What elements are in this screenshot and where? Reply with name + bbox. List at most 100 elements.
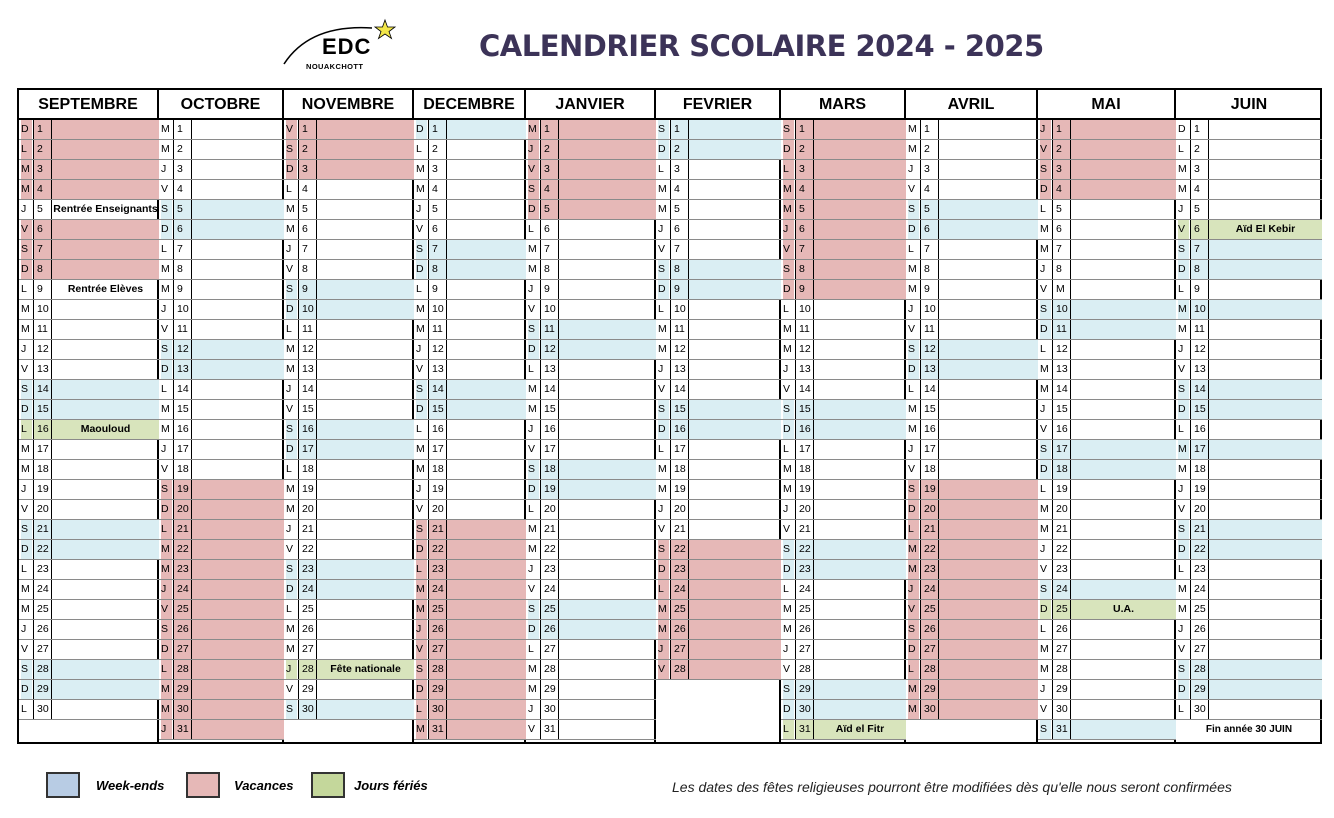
day-letter: M: [286, 623, 295, 635]
day-row: V 27: [414, 640, 526, 660]
day-note: [316, 140, 414, 159]
day-row: J 23: [526, 560, 656, 580]
day-number: 23: [670, 560, 688, 579]
day-number: 28: [1052, 660, 1070, 679]
day-letter: J: [908, 163, 914, 175]
day-number: 15: [795, 400, 813, 419]
day-number: 5: [920, 200, 938, 219]
day-number: 23: [540, 560, 558, 579]
day-row: L 28: [159, 660, 284, 680]
day-letter: S: [286, 420, 297, 439]
day-note: [446, 220, 526, 239]
day-row: L 28: [906, 660, 1038, 680]
day-letter: J: [286, 243, 292, 255]
day-note: [813, 460, 906, 479]
day-letter: M: [1178, 163, 1187, 175]
day-note: Fête nationale: [316, 660, 414, 679]
day-number: 16: [33, 420, 51, 439]
day-row: V 6 Aïd El Kebir: [1176, 220, 1322, 240]
day-letter: M: [908, 540, 919, 559]
day-number: 20: [540, 500, 558, 519]
day-letter: V: [416, 363, 424, 375]
day-number: 14: [173, 380, 191, 399]
day-number: 28: [428, 660, 446, 679]
day-letter: M: [21, 323, 30, 335]
day-note: [558, 400, 656, 419]
day-note: [1208, 400, 1322, 419]
day-number: 4: [428, 180, 446, 199]
day-number: 4: [920, 180, 938, 199]
day-number: 27: [920, 640, 938, 659]
day-row: J 22: [1038, 540, 1176, 560]
day-note: [688, 440, 781, 459]
day-note: [938, 580, 1038, 599]
day-number: 26: [173, 620, 191, 639]
day-letter: M: [286, 343, 295, 355]
day-letter: D: [528, 620, 539, 639]
day-letter: S: [1178, 240, 1189, 259]
day-letter: M: [658, 343, 667, 355]
day-note: [688, 360, 781, 379]
day-letter: V: [286, 543, 294, 555]
day-note: [191, 620, 284, 639]
day-row: S 17: [1038, 440, 1176, 460]
day-note: [446, 600, 526, 619]
day-letter: J: [21, 203, 27, 215]
day-letter: S: [1040, 160, 1051, 179]
day-letter: J: [783, 220, 794, 239]
day-number: 4: [1190, 180, 1208, 199]
day-letter: M: [416, 580, 427, 599]
day-number: 13: [795, 360, 813, 379]
day-letter: V: [1178, 503, 1186, 515]
day-row: V 18: [906, 460, 1038, 480]
day-letter: J: [161, 303, 167, 315]
day-number: 17: [1190, 440, 1208, 459]
day-number: 21: [795, 520, 813, 539]
day-letter: D: [783, 280, 794, 299]
day-note: [1070, 200, 1176, 219]
day-number: 30: [1190, 700, 1208, 719]
day-number: 14: [428, 380, 446, 399]
day-note: [446, 320, 526, 339]
day-letter: V: [1178, 643, 1186, 655]
day-number: 7: [670, 240, 688, 259]
day-note: [938, 520, 1038, 539]
day-number: 14: [1190, 380, 1208, 399]
day-letter: J: [783, 363, 789, 375]
day-note: [558, 220, 656, 239]
day-letter: L: [658, 443, 664, 455]
day-number: 1: [33, 120, 51, 139]
day-letter: M: [783, 483, 792, 495]
day-letter: S: [161, 480, 172, 499]
day-number: 6: [33, 220, 51, 239]
day-letter: S: [21, 380, 32, 399]
day-row: J 20: [656, 500, 781, 520]
day-letter: M: [161, 680, 172, 699]
day-row: V 28: [656, 660, 781, 680]
day-letter: J: [161, 443, 167, 455]
day-row: L 30: [19, 700, 159, 720]
day-note: [316, 280, 414, 299]
day-letter: J: [1040, 403, 1046, 415]
day-number: 4: [33, 180, 51, 199]
day-letter: L: [528, 223, 534, 235]
day-note: [1208, 180, 1322, 199]
day-row: M 15: [906, 400, 1038, 420]
day-note: [1208, 440, 1322, 459]
day-number: 29: [795, 680, 813, 699]
day-note: [558, 240, 656, 259]
day-note: [191, 360, 284, 379]
day-note: [316, 420, 414, 439]
day-note: [1208, 580, 1322, 599]
day-number: 2: [298, 140, 316, 159]
day-letter: M: [21, 603, 30, 615]
day-note: [938, 160, 1038, 179]
day-letter: D: [286, 440, 297, 459]
